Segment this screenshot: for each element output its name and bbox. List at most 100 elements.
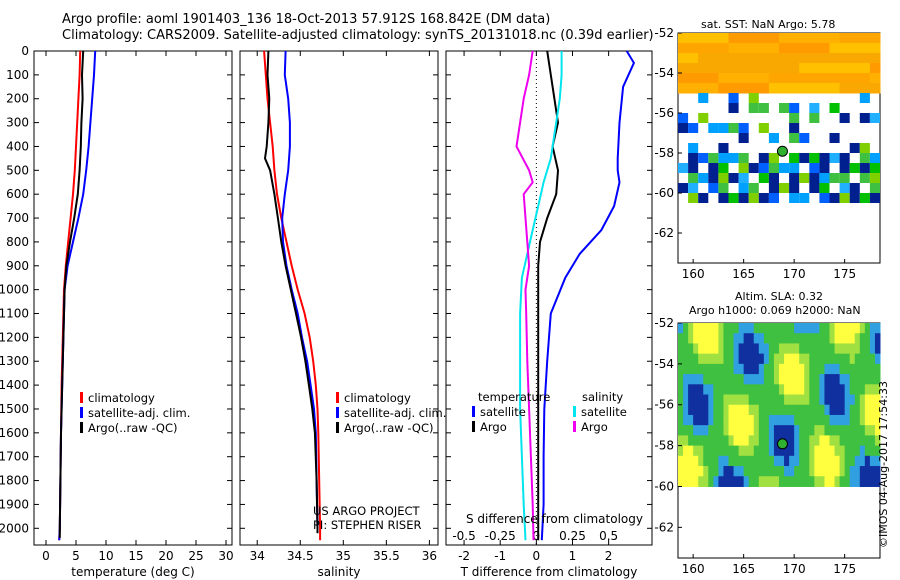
sst-cell bbox=[728, 193, 739, 203]
legend-entry: satellite-adj. clim. bbox=[344, 406, 446, 420]
sla-cell bbox=[804, 384, 810, 396]
sla-cell bbox=[864, 404, 871, 416]
sla-cell bbox=[748, 455, 755, 467]
sla-cell bbox=[874, 445, 881, 457]
sla-cell bbox=[693, 343, 699, 355]
sla-cell bbox=[713, 435, 719, 447]
sla-cell bbox=[683, 476, 689, 487]
sla-cell bbox=[743, 466, 750, 477]
sla-cell bbox=[713, 445, 719, 457]
sla-cell bbox=[743, 476, 750, 487]
sla-cell bbox=[864, 323, 871, 334]
sst-cell bbox=[809, 83, 820, 94]
sst-cell bbox=[859, 33, 871, 44]
sla-cell bbox=[784, 374, 790, 385]
sst-cell bbox=[789, 73, 800, 84]
sla-cell bbox=[728, 363, 735, 375]
sst-cell bbox=[698, 153, 709, 163]
sla-cell bbox=[758, 394, 765, 406]
sla-cell bbox=[758, 323, 765, 334]
sla-cell bbox=[804, 445, 810, 457]
sla-cell bbox=[844, 384, 851, 396]
sla-cell bbox=[693, 466, 699, 477]
sla-cell bbox=[809, 445, 815, 457]
sla-cell bbox=[874, 414, 881, 426]
sst-cell bbox=[799, 63, 810, 74]
sla-cell bbox=[773, 414, 780, 426]
sla-cell bbox=[839, 455, 846, 467]
sst-cell bbox=[688, 63, 699, 74]
sla-cell bbox=[678, 445, 684, 457]
sst-cell bbox=[738, 173, 749, 183]
sla-cell bbox=[789, 404, 795, 416]
sla-cell bbox=[819, 476, 825, 487]
sla-cell bbox=[859, 404, 866, 416]
sla-cell bbox=[748, 466, 755, 477]
sst-cell bbox=[829, 73, 841, 84]
sla-cell bbox=[839, 414, 846, 426]
sla-cell bbox=[829, 435, 836, 447]
y-tick-label: 200 bbox=[6, 92, 29, 106]
sst-cell bbox=[779, 33, 790, 44]
sla-cell bbox=[874, 384, 881, 396]
sla-cell bbox=[844, 404, 851, 416]
sst-cell bbox=[758, 83, 770, 94]
sla-cell bbox=[849, 353, 856, 365]
sst-cell bbox=[819, 193, 830, 203]
sla-cell bbox=[834, 425, 841, 436]
sla-cell bbox=[703, 476, 709, 487]
sla-cell bbox=[738, 476, 745, 487]
sst-cell bbox=[839, 53, 851, 64]
sla-cell bbox=[789, 363, 795, 375]
sst-cell bbox=[718, 83, 729, 94]
sst-cell bbox=[768, 53, 780, 64]
sst-cell bbox=[839, 73, 851, 84]
sla-cell bbox=[874, 323, 881, 334]
sla-cell bbox=[693, 353, 699, 365]
sla-cell bbox=[728, 394, 735, 406]
sst-cell bbox=[678, 33, 689, 44]
sla-cell bbox=[829, 353, 836, 365]
sla-cell bbox=[698, 445, 704, 457]
sla-cell bbox=[864, 476, 871, 487]
sst-cell bbox=[809, 73, 820, 84]
series-line-3-1 bbox=[540, 50, 636, 541]
sla-cell bbox=[743, 455, 750, 467]
sla-cell bbox=[688, 435, 694, 447]
sla-cell bbox=[849, 343, 856, 355]
sst-cell bbox=[688, 43, 699, 54]
sst-cell bbox=[718, 173, 729, 183]
sla-cell bbox=[773, 394, 780, 406]
sla-cell bbox=[683, 394, 689, 406]
sla-cell bbox=[723, 323, 729, 334]
sst-cell bbox=[809, 153, 820, 163]
sla-cell bbox=[743, 323, 750, 334]
sla-cell bbox=[799, 343, 805, 355]
sla-cell bbox=[698, 414, 704, 426]
sst-cell bbox=[678, 43, 689, 54]
sla-cell bbox=[839, 445, 846, 457]
sla-cell bbox=[839, 323, 846, 334]
sla-cell bbox=[864, 374, 871, 385]
sla-cell bbox=[773, 435, 780, 447]
sla-cell bbox=[688, 363, 694, 375]
x2-tick-label: 0.25 bbox=[559, 529, 586, 543]
legend-entry: Argo bbox=[581, 420, 608, 434]
sla-cell bbox=[819, 404, 825, 416]
sla-cell bbox=[768, 425, 775, 436]
x-tick-label: 10 bbox=[98, 549, 113, 563]
sla-cell bbox=[718, 384, 724, 396]
sst-cell bbox=[779, 103, 790, 113]
sla-cell bbox=[789, 435, 795, 447]
sla-cell bbox=[779, 445, 785, 457]
sst-cell bbox=[718, 63, 729, 74]
sla-cell bbox=[688, 323, 694, 334]
sla-cell bbox=[713, 374, 719, 385]
sla-cell bbox=[864, 455, 871, 467]
legend-swatch bbox=[472, 406, 475, 417]
sst-cell bbox=[789, 113, 800, 123]
sla-cell bbox=[748, 476, 755, 487]
x-tick-label: 1 bbox=[569, 549, 577, 563]
sla-cell bbox=[844, 466, 851, 477]
